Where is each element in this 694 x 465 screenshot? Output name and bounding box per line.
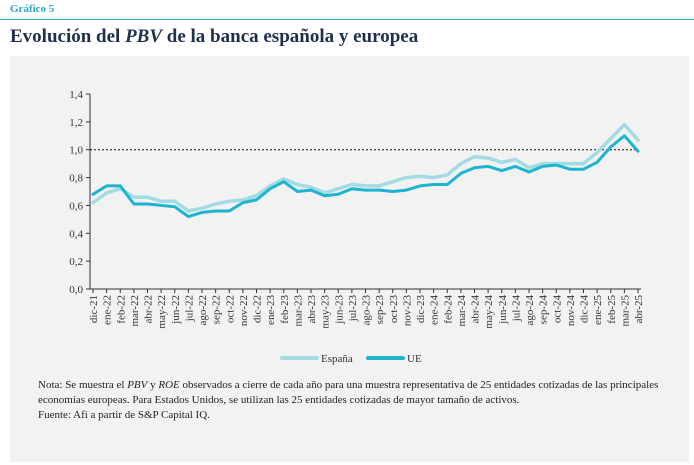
figure-label: Gráfico 5 <box>10 3 55 15</box>
series-line-espana <box>91 122 640 213</box>
x-tick-label: ene-25 <box>592 295 604 325</box>
x-tick-label: ene-24 <box>429 295 441 325</box>
note-roe: ROE <box>158 379 180 391</box>
x-tick-label: mar-24 <box>456 295 468 327</box>
x-tick-label: feb-23 <box>279 295 291 324</box>
x-tick-label: dic-22 <box>252 295 264 323</box>
y-tick-label: 0,6 <box>69 200 83 212</box>
x-tick-label: abr-23 <box>306 295 318 324</box>
top-divider <box>0 19 694 20</box>
x-tick-label: feb-24 <box>442 295 454 324</box>
note-text: Nota: Se muestra el PBV y ROE observados… <box>38 378 663 408</box>
note-part-3: observados a cierre de cada año para una… <box>38 379 659 406</box>
x-tick-label: may-22 <box>156 295 168 329</box>
y-tick-label: 1,2 <box>69 117 83 129</box>
y-tick-label: 0,2 <box>69 256 83 268</box>
x-tick-label: mar-22 <box>129 295 141 327</box>
y-tick-label: 1,0 <box>69 145 83 157</box>
x-tick-label: oct-24 <box>551 295 563 324</box>
x-tick-label: jul-24 <box>510 295 522 323</box>
x-tick-label: nov-24 <box>565 295 577 327</box>
source-text: Fuente: Afi a partir de S&P Capital IQ. <box>38 409 210 421</box>
x-tick-label: feb-22 <box>115 295 127 324</box>
x-tick-label: sep-23 <box>374 295 386 325</box>
title-prefix: Evolución del <box>10 26 126 47</box>
x-tick-label: dic-24 <box>579 295 591 324</box>
note-part-2: y <box>147 379 159 391</box>
y-tick-label: 1,4 <box>69 89 83 101</box>
x-tick-label: jul-22 <box>183 295 195 322</box>
x-tick-label: mar-25 <box>619 295 631 327</box>
y-tick-label: 0,8 <box>69 173 83 185</box>
x-tick-label: feb-25 <box>606 295 618 324</box>
chart-notes: Nota: Se muestra el PBV y ROE observados… <box>38 378 663 423</box>
x-tick-label: nov-22 <box>238 295 250 326</box>
x-tick-label: jul-23 <box>347 295 359 323</box>
x-tick-label: may-23 <box>320 295 332 329</box>
x-tick-label: abr-24 <box>470 295 482 324</box>
title-emphasis: PBV <box>125 26 163 47</box>
x-tick-label: sep-24 <box>538 295 550 325</box>
chart-title: Evolución del PBV de la banca española y… <box>10 26 418 48</box>
x-tick-label: abr-25 <box>633 295 645 324</box>
x-tick-label: may-24 <box>483 295 495 329</box>
x-tick-label: sep-22 <box>211 295 223 324</box>
legend-label: UE <box>407 353 422 365</box>
note-pbv: PBV <box>127 379 148 391</box>
x-tick-label: ago-24 <box>524 295 536 326</box>
note-part-1: Nota: Se muestra el <box>38 379 128 391</box>
x-tick-label: nov-23 <box>401 295 413 327</box>
x-tick-label: ene-22 <box>102 295 114 325</box>
x-tick-label: jun-24 <box>497 295 509 325</box>
x-tick-label: dic-21 <box>88 295 100 323</box>
x-tick-label: ene-23 <box>265 295 277 325</box>
title-suffix: de la banca española y europea <box>162 26 419 47</box>
x-tick-label: jun-23 <box>333 295 345 325</box>
x-tick-label: ago-22 <box>197 295 209 326</box>
legend-label: España <box>321 353 353 365</box>
series-line-ue <box>91 134 640 219</box>
x-tick-label: oct-22 <box>224 295 236 323</box>
x-tick-label: jun-22 <box>170 295 182 325</box>
x-tick-label: mar-23 <box>292 295 304 327</box>
x-tick-label: oct-23 <box>388 295 400 324</box>
chart-panel: 0,0 0,2 0,4 0,6 0,8 1,0 1,2 1,4 dic-21 ene-22 feb-… <box>10 56 689 462</box>
x-tick-label: ago-23 <box>361 295 373 326</box>
x-tick-label: abr-22 <box>143 295 155 324</box>
y-tick-label: 0,0 <box>69 284 83 296</box>
y-tick-label: 0,4 <box>69 228 83 240</box>
x-tick-label: dic-23 <box>415 295 427 324</box>
